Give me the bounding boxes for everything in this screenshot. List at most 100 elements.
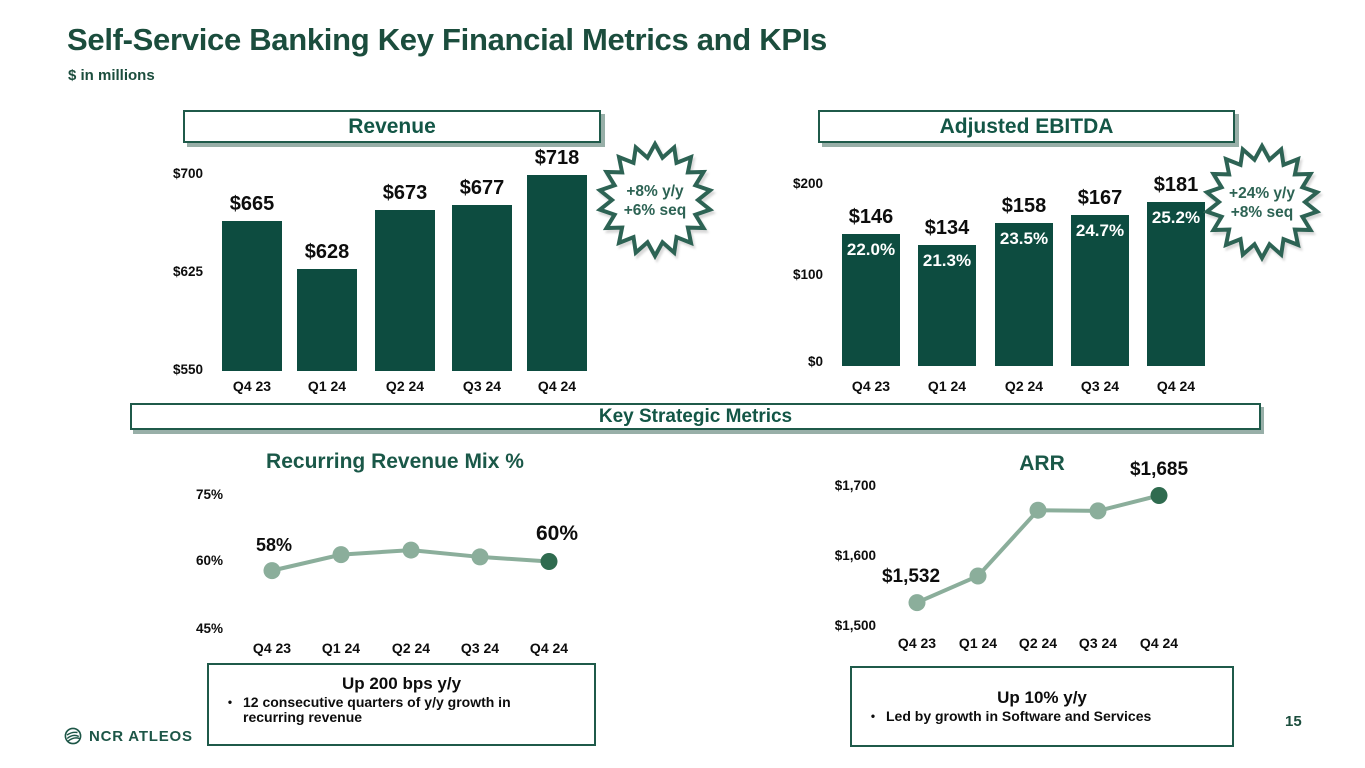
ebitda-margin-label: 24.7% [1075, 220, 1125, 240]
page-number: 15 [1285, 713, 1302, 730]
starburst-shape [595, 139, 715, 261]
arr-xtick: Q3 24 [1078, 635, 1118, 651]
page-title: Self-Service Banking Key Financial Metri… [67, 22, 827, 57]
arr-xtick: Q4 23 [897, 635, 937, 651]
ebitda-xtick: Q3 24 [1080, 378, 1120, 394]
ebitda-bar-Q2 24 [995, 223, 1053, 366]
revenue-value-label: $665 [229, 192, 275, 215]
recurring-point-Q4 23 [263, 562, 281, 580]
revenue-bar-Q2 24 [375, 210, 435, 371]
ebitda-xtick: Q4 23 [851, 378, 891, 394]
revenue-section-title: Revenue [348, 114, 436, 138]
arr-callout-text: Led by growth in Software and Services [886, 708, 1152, 724]
starburst-shape [1202, 141, 1322, 263]
revenue-section-header: Revenue [183, 110, 601, 143]
recurring-callout-bullet: • 12 consecutive quarters of y/y growth … [217, 695, 586, 724]
ebitda-bar-Q1 24 [918, 244, 976, 366]
revenue-xtick: Q2 24 [385, 378, 425, 394]
recurring-xtick: Q1 24 [321, 640, 361, 656]
arr-callout-box: Up 10% y/y • Led by growth in Software a… [850, 666, 1234, 747]
revenue-bar-Q4 24 [527, 175, 587, 371]
ebitda-margin-label: 22.0% [846, 239, 896, 259]
recurring-point-Q3 24 [471, 548, 489, 566]
recurring-xtick: Q3 24 [460, 640, 500, 656]
arr-point-Q4 24 [1150, 487, 1168, 504]
badge-text-line: +24% y/y [1229, 185, 1295, 202]
revenue-ytick: $625 [172, 264, 203, 279]
revenue-growth-badge: +8% y/y +6% seq [595, 139, 715, 261]
revenue-bar-Q3 24 [452, 205, 512, 371]
arr-endpoint-label: $1,532 [881, 565, 941, 587]
revenue-value-label: $718 [534, 147, 580, 169]
revenue-value-label: $628 [304, 241, 350, 264]
recurring-ytick: 45% [195, 621, 223, 636]
arr-callout-title: Up 10% y/y [997, 688, 1087, 707]
ebitda-section-title: Adjusted EBITDA [939, 114, 1114, 138]
ebitda-margin-label: 25.2% [1151, 208, 1201, 228]
ebitda-value-label: $134 [924, 216, 970, 239]
bullet-icon: • [227, 695, 233, 709]
recurring-point-Q4 24 [540, 552, 558, 570]
arr-xtick: Q2 24 [1018, 635, 1058, 651]
recurring-point-Q1 24 [332, 546, 350, 564]
recurring-callout-box: Up 200 bps y/y • 12 consecutive quarters… [207, 663, 596, 746]
recurring-ytick: 60% [195, 553, 223, 568]
arr-callout-bullet: • Led by growth in Software and Services [860, 709, 1224, 724]
key-strategic-metrics-label: Key Strategic Metrics [598, 405, 793, 427]
recurring-endpoint-label: 58% [255, 534, 293, 555]
badge-text-line: +8% y/y [626, 183, 684, 200]
recurring-point-Q2 24 [402, 541, 420, 559]
ebitda-section-header: Adjusted EBITDA [818, 110, 1235, 143]
revenue-ytick: $550 [172, 362, 203, 377]
revenue-ytick: $700 [172, 166, 203, 181]
ebitda-xtick: Q1 24 [927, 378, 967, 394]
brand-name: NCR ATLEOS [89, 727, 193, 745]
ebitda-ytick: $0 [807, 354, 823, 369]
ebitda-value-label: $158 [1001, 195, 1047, 217]
ebitda-ytick: $200 [792, 176, 823, 191]
badge-text-line: +8% seq [1231, 204, 1293, 221]
arr-xtick: Q1 24 [958, 635, 998, 651]
ebitda-margin-label: 21.3% [922, 250, 972, 270]
bullet-icon: • [870, 709, 876, 723]
revenue-xtick: Q1 24 [307, 378, 347, 394]
arr-point-Q1 24 [969, 567, 987, 585]
revenue-xtick: Q4 24 [537, 378, 577, 394]
arr-point-Q4 23 [908, 594, 926, 612]
ebitda-bar-Q4 23 [842, 233, 900, 366]
recurring-xtick: Q2 24 [391, 640, 431, 656]
ebitda-value-label: $181 [1153, 174, 1199, 197]
arr-endpoint-label: $1,685 [1129, 458, 1189, 480]
revenue-xtick: Q4 23 [232, 378, 272, 394]
ebitda-value-label: $167 [1077, 186, 1123, 209]
ebitda-bar-Q3 24 [1071, 214, 1129, 366]
recurring-endpoint-label: 60% [535, 522, 579, 546]
arr-chart-title: ARR [1019, 452, 1065, 475]
ebitda-value-label: $146 [848, 205, 894, 228]
revenue-value-label: $673 [382, 182, 428, 205]
ebitda-margin-label: 23.5% [999, 229, 1049, 248]
recurring-ytick: 75% [195, 487, 223, 502]
arr-xtick: Q4 24 [1139, 635, 1179, 651]
revenue-bar-Q4 23 [222, 220, 282, 371]
revenue-value-label: $677 [459, 177, 505, 199]
revenue-xtick: Q3 24 [462, 378, 502, 394]
recurring-callout-title: Up 200 bps y/y [341, 674, 462, 693]
badge-text-line: +6% seq [624, 202, 686, 219]
ebitda-xtick: Q4 24 [1156, 378, 1196, 394]
recurring-xtick: Q4 24 [529, 640, 569, 656]
arr-point-Q3 24 [1089, 502, 1107, 520]
ebitda-growth-badge: +24% y/y +8% seq [1202, 141, 1322, 263]
recurring-callout-text: 12 consecutive quarters of y/y growth in… [243, 694, 511, 725]
brand-logo: NCR ATLEOS [64, 727, 193, 745]
ncr-atleos-globe-icon [64, 727, 82, 745]
recurring-xtick: Q4 23 [252, 640, 292, 656]
arr-point-Q2 24 [1029, 501, 1047, 519]
units-note: $ in millions [68, 67, 155, 84]
ebitda-xtick: Q2 24 [1004, 378, 1044, 394]
